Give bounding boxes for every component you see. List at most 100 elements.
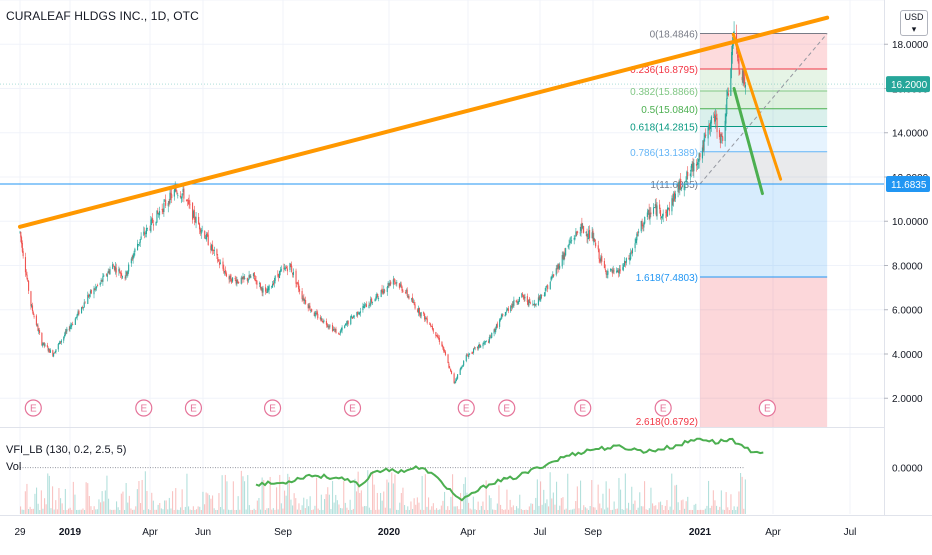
candle-body — [279, 270, 281, 273]
candle-body — [659, 210, 662, 217]
candle-body — [707, 127, 709, 139]
candle-body — [577, 231, 579, 233]
fibonacci-retracement[interactable]: 0(18.4846) 0.236(16.8795) 0.382(15.8866) 0.… — [630, 30, 828, 428]
earnings-marker[interactable]: E — [574, 399, 592, 417]
volume-bar — [164, 500, 166, 514]
candle-body — [31, 305, 34, 312]
candle-body — [561, 255, 563, 267]
candle-body — [640, 221, 642, 232]
candle-body — [205, 233, 208, 240]
volume-bar — [247, 475, 249, 514]
candle-body — [213, 249, 215, 252]
candle-body — [180, 197, 182, 200]
volume-bar — [31, 508, 33, 514]
candle-body — [462, 365, 464, 367]
candle-body — [628, 258, 630, 260]
candle-body — [430, 326, 433, 327]
candle-body — [137, 243, 139, 251]
volume-bar — [501, 509, 503, 514]
currency-button[interactable]: USD ▾ — [900, 10, 928, 36]
volume-bar — [551, 498, 553, 514]
projection-line[interactable] — [731, 32, 783, 181]
volume-bar — [79, 509, 81, 514]
candle-body — [499, 319, 501, 327]
candle-body — [461, 367, 463, 368]
candle-body — [219, 262, 221, 264]
volume-bar — [180, 507, 182, 514]
candle-body — [607, 270, 609, 275]
volume-bar — [237, 496, 239, 514]
earnings-marker[interactable]: E — [263, 399, 282, 417]
candle-body — [334, 329, 336, 331]
volume-bar — [264, 509, 266, 514]
candle-body — [274, 276, 276, 281]
volume-bar — [200, 509, 202, 514]
candle-body — [642, 225, 644, 227]
candle-body — [743, 68, 745, 78]
volume-bar — [309, 496, 311, 514]
candle-body — [234, 278, 236, 279]
candle-body — [128, 264, 130, 272]
candle-body — [576, 231, 578, 233]
candle-body — [495, 328, 497, 333]
volume-bar — [661, 505, 663, 514]
candle-body — [161, 209, 163, 211]
volume-bar — [119, 509, 121, 514]
candle-body — [218, 260, 220, 262]
candle-body — [592, 230, 594, 241]
candle-body — [313, 312, 315, 316]
volume-bar — [357, 471, 359, 514]
earnings-marker[interactable]: E — [457, 399, 475, 417]
candle-body — [109, 269, 111, 275]
candle-body — [505, 312, 507, 316]
earnings-marker[interactable]: E — [135, 399, 153, 417]
volume-bar — [376, 492, 378, 514]
green-downtrend-line[interactable] — [732, 86, 764, 196]
candle-body — [381, 288, 383, 293]
volume-bar — [26, 483, 28, 514]
candle-body — [484, 341, 486, 343]
candle-body — [555, 268, 557, 275]
candle-body — [457, 374, 459, 379]
volume-bar — [130, 508, 132, 514]
candle-body — [656, 205, 658, 217]
candle-body — [652, 207, 655, 214]
candle-body — [371, 301, 374, 303]
earnings-marker[interactable]: E — [654, 399, 672, 417]
candle-body — [429, 323, 431, 325]
volume-bar — [272, 508, 274, 514]
candle-body — [737, 54, 739, 58]
volume-bar — [692, 509, 694, 514]
candle-body — [587, 238, 589, 239]
earnings-marker[interactable]: E — [184, 399, 203, 417]
volume-bar — [55, 500, 57, 514]
candle-body — [158, 213, 160, 215]
candle-body — [482, 343, 484, 347]
volume-bar — [288, 476, 290, 514]
earnings-marker[interactable]: E — [498, 399, 516, 417]
resistance-trendline[interactable] — [18, 15, 830, 229]
fib-zone — [700, 91, 828, 109]
candle-body — [456, 378, 458, 380]
candle-body — [179, 195, 181, 198]
volume-bar — [191, 509, 193, 514]
volume-bar — [352, 508, 354, 514]
candle-body — [594, 239, 596, 242]
earnings-marker[interactable]: E — [758, 399, 776, 417]
earnings-marker[interactable]: E — [343, 399, 362, 417]
volume-bar — [170, 508, 172, 514]
earnings-marker[interactable]: E — [24, 399, 42, 417]
volume-bar — [405, 509, 407, 514]
candle-body — [469, 353, 471, 355]
candle-body — [722, 136, 724, 141]
candle-body — [321, 318, 323, 323]
candle-body — [143, 231, 145, 235]
candle-body — [283, 267, 285, 269]
volume-bar — [261, 477, 263, 514]
candle-body — [705, 134, 707, 136]
candle-body — [211, 244, 213, 251]
volume-bar — [301, 505, 303, 514]
volume-bar — [496, 503, 498, 514]
